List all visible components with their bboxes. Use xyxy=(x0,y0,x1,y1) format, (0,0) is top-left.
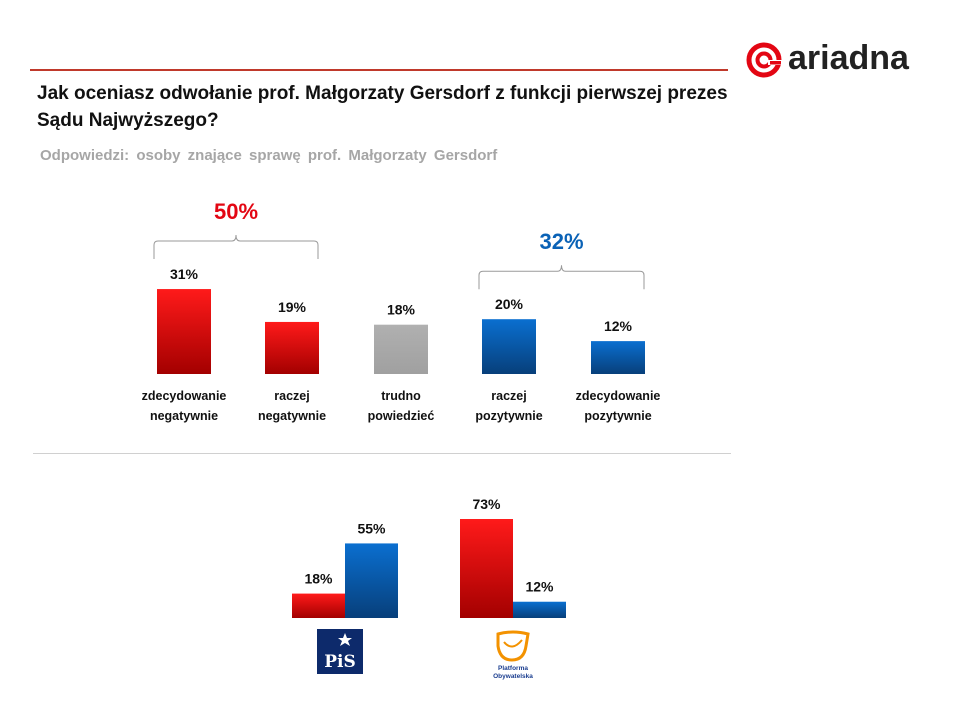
value-label-1: 31% xyxy=(170,266,199,282)
category-label-5-line1: zdecydowanie xyxy=(576,389,661,403)
po-logo-wordmark-line2: Obywatelska xyxy=(493,673,533,680)
ariadna-logo: ariadna xyxy=(746,38,946,82)
value-label-2: 19% xyxy=(278,299,307,315)
value-label-3: 18% xyxy=(387,302,416,318)
bar-1 xyxy=(157,289,211,374)
party-value-label-2-blue: 12% xyxy=(525,579,554,595)
category-label-1-line1: zdecydowanie xyxy=(142,389,227,403)
bar-3 xyxy=(374,324,428,374)
party-bar-2-blue xyxy=(513,601,566,618)
party-value-label-1-red: 18% xyxy=(304,571,333,587)
category-label-3-line2: powiedzieć xyxy=(368,409,435,423)
party-value-label-1-blue: 55% xyxy=(357,520,386,536)
ariadna-logo-icon xyxy=(746,42,782,78)
value-label-4: 20% xyxy=(495,296,524,312)
bar-4 xyxy=(482,319,536,374)
category-label-4-line2: pozytywnie xyxy=(475,409,542,423)
logo-wordmark: ariadna xyxy=(788,39,909,77)
section-divider xyxy=(33,453,731,454)
po-logo-emblem-inner xyxy=(503,639,523,648)
category-label-2-line1: raczej xyxy=(274,389,309,403)
party-value-label-2-red: 73% xyxy=(472,496,501,512)
question-title: Jak oceniasz odwołanie prof. Małgorzaty … xyxy=(37,83,728,131)
pis-logo: PiS xyxy=(317,629,363,674)
group-total-2: 32% xyxy=(539,229,583,254)
pis-logo-wordmark: PiS xyxy=(324,652,356,672)
group-bracket-1 xyxy=(153,235,319,260)
party-bar-1-blue xyxy=(345,543,398,618)
subtitle: Odpowiedzi: osoby znające sprawę prof. M… xyxy=(40,147,498,164)
pis-logo-star xyxy=(338,633,352,646)
category-label-5-line2: pozytywnie xyxy=(584,409,651,423)
top-rule xyxy=(30,69,728,71)
po-logo-emblem xyxy=(496,630,530,662)
pis-logo-background xyxy=(317,629,363,674)
category-label-4-line1: raczej xyxy=(491,389,526,403)
group-bracket-2 xyxy=(478,265,645,290)
category-label-3-line1: trudno xyxy=(381,389,421,403)
party-bar-1-red xyxy=(292,593,345,618)
party-bar-2-red xyxy=(460,519,513,618)
bar-5 xyxy=(591,341,645,374)
category-label-1-line2: negatywnie xyxy=(150,409,218,423)
category-label-2-line2: negatywnie xyxy=(258,409,326,423)
po-logo-wordmark-line1: Platforma xyxy=(498,665,528,672)
bar-2 xyxy=(265,321,319,374)
group-total-1: 50% xyxy=(214,199,258,224)
value-label-5: 12% xyxy=(604,318,633,334)
